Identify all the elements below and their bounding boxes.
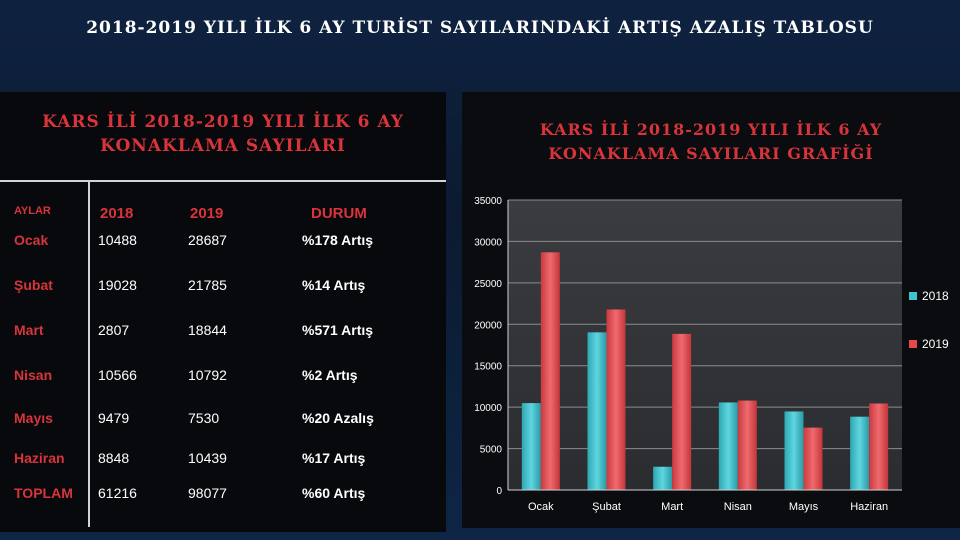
row-value-2019: 98077 [188,485,227,501]
legend-swatch-2018 [909,292,917,300]
chart-title-line2: KONAKLAMA SAYILARI GRAFİĞİ [548,144,874,163]
header-status: DURUM [311,205,367,222]
table-header-divider [0,180,446,182]
bar-2019-Mart [672,333,692,490]
table-column-divider [88,182,90,527]
bar-2018-Haziran [850,416,870,490]
row-status: %571 Artış [302,322,374,338]
bar-2018-Ocak [521,403,541,490]
y-tick-label: 30000 [474,237,502,248]
row-value-2019: 10792 [188,367,227,383]
y-tick-label: 25000 [474,279,502,290]
row-month: TOPLAM [14,485,73,501]
table-panel: KARS İLİ 2018-2019 YILI İLK 6 AY KONAKLA… [0,92,446,532]
row-value-2018: 61216 [98,485,137,501]
y-tick-label: 5000 [480,445,503,456]
x-tick-label: Nisan [724,501,752,513]
row-month: Mayıs [14,410,53,426]
chart-title: KARS İLİ 2018-2019 YILI İLK 6 AY KONAKLA… [462,118,960,166]
table-title: KARS İLİ 2018-2019 YILI İLK 6 AY KONAKLA… [0,110,446,158]
row-status: %17 Artış [302,450,366,466]
y-tick-label: 20000 [474,320,502,331]
row-value-2018: 9479 [98,410,130,426]
row-value-2018: 10566 [98,367,137,383]
bar-2018-Şubat [587,332,607,490]
x-tick-label: Şubat [592,501,621,513]
row-value-2018: 2807 [98,322,130,338]
row-month: Ocak [14,232,49,248]
legend-label-2019: 2019 [922,337,949,351]
page-title: 2018-2019 YILI İLK 6 AY TURİST SAYILARIN… [86,18,874,38]
x-tick-label: Mart [661,501,683,513]
row-month: Mart [14,322,44,338]
bar-2018-Nisan [718,402,738,490]
y-tick-label: 35000 [474,196,502,207]
bar-2019-Şubat [606,309,626,490]
chart-title-line1: KARS İLİ 2018-2019 YILI İLK 6 AY [539,120,883,139]
header-months: AYLAR [14,205,51,217]
x-tick-label: Mayıs [789,501,819,513]
row-month: Nisan [14,367,53,383]
bar-2018-Mayıs [784,411,804,490]
header-2018: 2018 [100,205,134,222]
bar-2019-Haziran [869,403,889,490]
row-status: %2 Artış [302,367,358,383]
bar-2018-Mart [653,466,673,490]
row-value-2018: 8848 [98,450,130,466]
plot-area [508,200,902,490]
row-value-2019: 28687 [188,232,227,248]
table-title-line1: KARS İLİ 2018-2019 YILI İLK 6 AY [42,112,404,132]
x-tick-label: Ocak [528,501,554,513]
y-tick-label: 15000 [474,362,502,373]
legend-swatch-2019 [909,340,917,348]
table-title-line2: KONAKLAMA SAYILARI [100,136,346,156]
header-2019: 2019 [190,205,224,222]
x-tick-label: Haziran [850,501,888,513]
y-tick-label: 10000 [474,403,502,414]
row-value-2019: 18844 [188,322,227,338]
row-month: Haziran [14,450,65,466]
bar-2019-Ocak [540,252,560,490]
row-value-2018: 10488 [98,232,137,248]
legend-label-2018: 2018 [922,289,949,303]
bar-2019-Mayıs [803,427,823,490]
row-status: %178 Artış [302,232,374,248]
row-status: %60 Artış [302,485,366,501]
y-tick-label: 0 [496,486,502,497]
row-status: %14 Artış [302,277,366,293]
bar-chart: 0 5000 10000 15000 20000 25000 30000 35000 Ocak Ş… [474,196,949,513]
row-value-2019: 21785 [188,277,227,293]
row-value-2019: 7530 [188,410,220,426]
row-month: Şubat [14,277,53,293]
bar-2019-Nisan [737,400,757,490]
row-value-2019: 10439 [188,450,227,466]
row-value-2018: 19028 [98,277,137,293]
row-status: %20 Azalış [302,410,374,426]
